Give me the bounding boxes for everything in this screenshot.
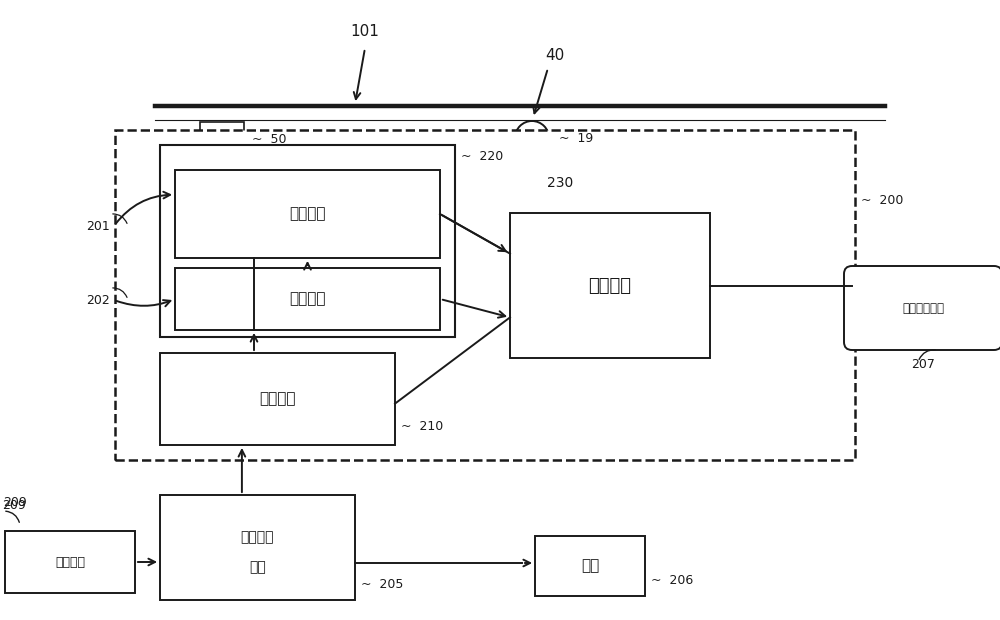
Bar bbox=[115, 130, 855, 460]
Text: 201: 201 bbox=[86, 219, 110, 232]
Text: 分离电路: 分离电路 bbox=[259, 391, 296, 407]
Text: ~  220: ~ 220 bbox=[461, 151, 503, 164]
Text: ~  206: ~ 206 bbox=[651, 575, 693, 588]
Text: 控制引导: 控制引导 bbox=[241, 531, 274, 544]
Text: 负载: 负载 bbox=[581, 559, 599, 574]
Bar bbox=[160, 495, 355, 600]
Text: 202: 202 bbox=[86, 293, 110, 306]
Text: 230: 230 bbox=[547, 176, 573, 190]
Text: 感应电路: 感应电路 bbox=[289, 206, 326, 221]
Text: 控制电路: 控制电路 bbox=[289, 291, 326, 306]
Text: ~  200: ~ 200 bbox=[861, 193, 903, 206]
Text: ~  50: ~ 50 bbox=[252, 133, 287, 146]
Text: 连接确认电路: 连接确认电路 bbox=[902, 301, 944, 314]
Text: 209: 209 bbox=[2, 499, 26, 512]
Text: ~  205: ~ 205 bbox=[361, 578, 403, 591]
Text: 207: 207 bbox=[911, 358, 935, 371]
Text: ~  210: ~ 210 bbox=[401, 420, 443, 433]
Text: 电路: 电路 bbox=[249, 560, 266, 575]
Bar bbox=[535, 536, 645, 596]
Bar bbox=[510, 213, 710, 358]
Bar bbox=[5, 531, 135, 593]
Text: 40: 40 bbox=[545, 48, 565, 63]
Text: 开关电路: 开关电路 bbox=[588, 277, 632, 294]
Text: ~  19: ~ 19 bbox=[559, 131, 593, 144]
Text: 电源电路: 电源电路 bbox=[55, 556, 85, 569]
Bar bbox=[175, 170, 440, 258]
Bar bbox=[200, 122, 244, 156]
Bar bbox=[175, 268, 440, 330]
Bar bbox=[160, 353, 395, 445]
Text: 101: 101 bbox=[351, 25, 379, 40]
Bar bbox=[160, 145, 455, 337]
Text: 209: 209 bbox=[3, 496, 27, 509]
FancyBboxPatch shape bbox=[844, 266, 1000, 350]
